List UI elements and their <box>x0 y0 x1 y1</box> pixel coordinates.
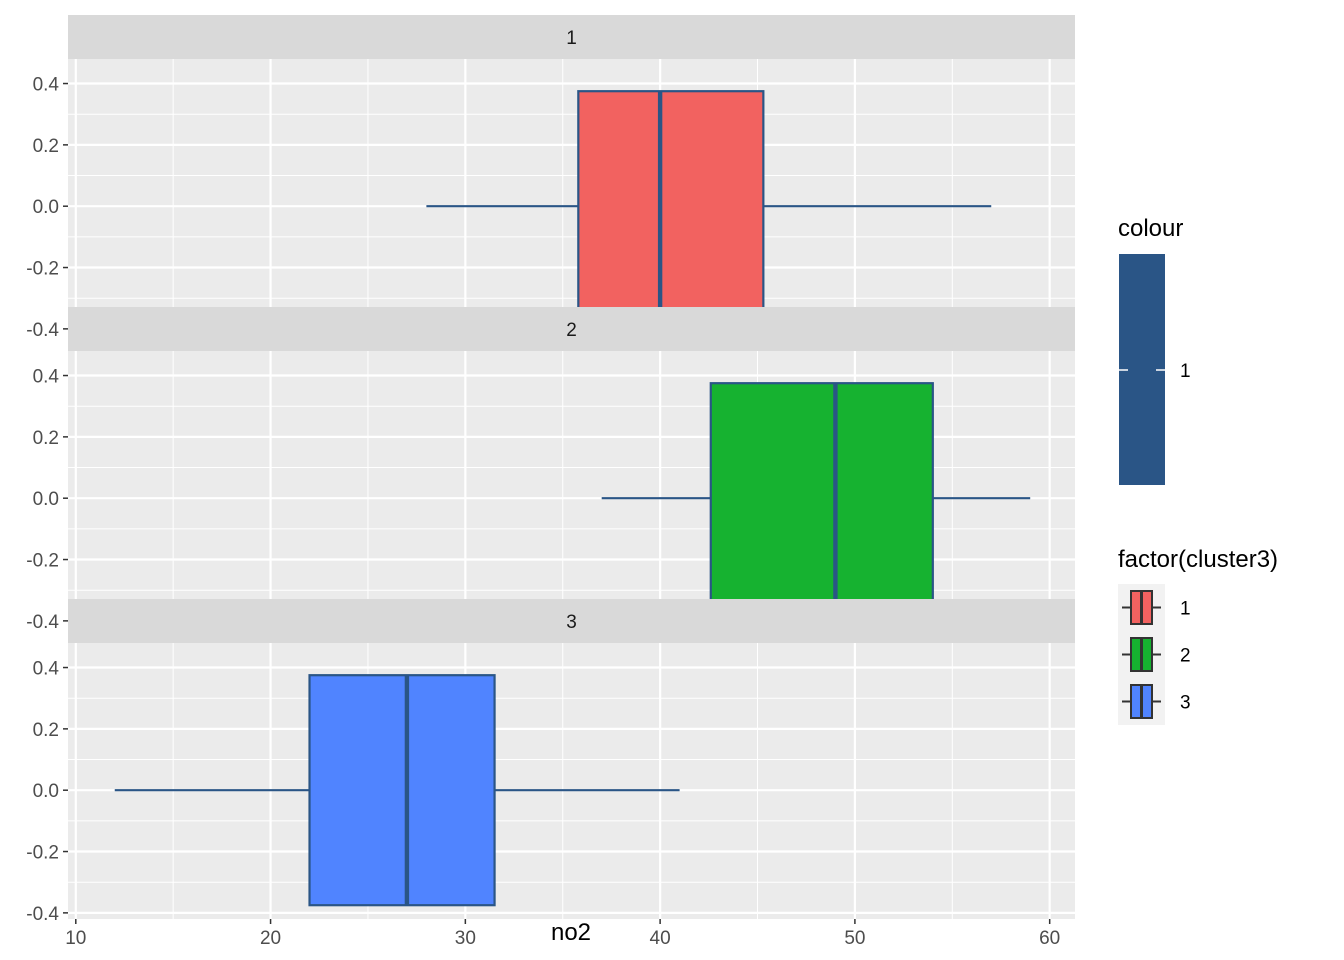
y-tick-label: 0.4 <box>33 659 60 680</box>
y-tick-label: -0.4 <box>26 612 59 633</box>
facet-strip <box>68 599 1075 643</box>
legend-key-label: 1 <box>1180 599 1191 620</box>
y-tick-label: 0.2 <box>33 720 59 741</box>
facet-panels: 1 0.4 0.2 0.0 -0.2 -0.4 2 0.4 0.2 0.0 -0.2 -0.4 3 0.4… <box>26 15 1075 925</box>
y-tick-label: -0.4 <box>26 904 59 925</box>
y-tick-label: -0.4 <box>26 320 59 341</box>
panel-background <box>68 59 1075 335</box>
facet-strip-label: 3 <box>566 612 577 633</box>
y-tick-label: 0.0 <box>33 489 59 510</box>
facet-strip-label: 2 <box>566 320 577 341</box>
y-tick-label: 0.4 <box>33 75 60 96</box>
y-tick-label: 0.2 <box>33 428 59 449</box>
legend-factor-cluster3: factor(cluster3) 1 2 3 <box>1118 546 1278 725</box>
legend-key-2: 2 <box>1118 631 1191 678</box>
facet-strip <box>68 15 1075 59</box>
facet-panel-3: 3 0.4 0.2 0.0 -0.2 -0.4 <box>26 599 1075 925</box>
x-axis: 10 20 30 40 50 60 <box>65 919 1060 949</box>
legend-colour-title: colour <box>1118 215 1183 242</box>
legend-key-label: 3 <box>1180 693 1191 714</box>
y-tick-label: 0.4 <box>33 367 60 388</box>
y-tick-label: -0.2 <box>26 551 59 572</box>
facet-panel-1: 1 0.4 0.2 0.0 -0.2 -0.4 <box>26 15 1075 341</box>
x-tick-label: 40 <box>650 928 671 949</box>
legend-colour: colour 1 <box>1118 215 1191 485</box>
legend-key-3: 3 <box>1118 678 1191 725</box>
legend-key-1: 1 <box>1118 584 1191 631</box>
y-tick-label: -0.2 <box>26 843 59 864</box>
y-tick-label: 0.0 <box>33 781 59 802</box>
box-iqr <box>308 674 496 907</box>
y-tick-label: 0.2 <box>33 136 59 157</box>
box-iqr <box>577 90 765 323</box>
x-tick-label: 30 <box>455 928 476 949</box>
x-tick-label: 10 <box>65 928 86 949</box>
x-tick-label: 60 <box>1039 928 1060 949</box>
y-tick-label: -0.2 <box>26 259 59 280</box>
facet-strip-label: 1 <box>566 28 577 49</box>
panel-background <box>68 643 1075 919</box>
legend-fill-title: factor(cluster3) <box>1118 546 1278 573</box>
x-axis-title: no2 <box>551 919 591 946</box>
facet-strip <box>68 307 1075 351</box>
y-tick-label: 0.0 <box>33 197 59 218</box>
facet-panel-2: 2 0.4 0.2 0.0 -0.2 -0.4 <box>26 307 1075 633</box>
legend-key-label: 2 <box>1180 646 1191 667</box>
box-iqr <box>709 382 934 615</box>
x-tick-label: 20 <box>260 928 281 949</box>
x-tick-label: 50 <box>844 928 865 949</box>
colorbar-label: 1 <box>1180 361 1191 382</box>
